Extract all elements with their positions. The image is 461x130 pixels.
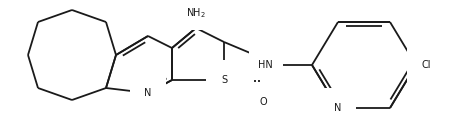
Text: Cl: Cl xyxy=(422,60,431,70)
Text: N: N xyxy=(334,103,342,113)
Text: N: N xyxy=(144,88,152,98)
Text: S: S xyxy=(221,75,227,85)
Text: O: O xyxy=(259,97,267,107)
Text: HN: HN xyxy=(258,60,273,70)
Text: NH$_2$: NH$_2$ xyxy=(186,6,206,20)
